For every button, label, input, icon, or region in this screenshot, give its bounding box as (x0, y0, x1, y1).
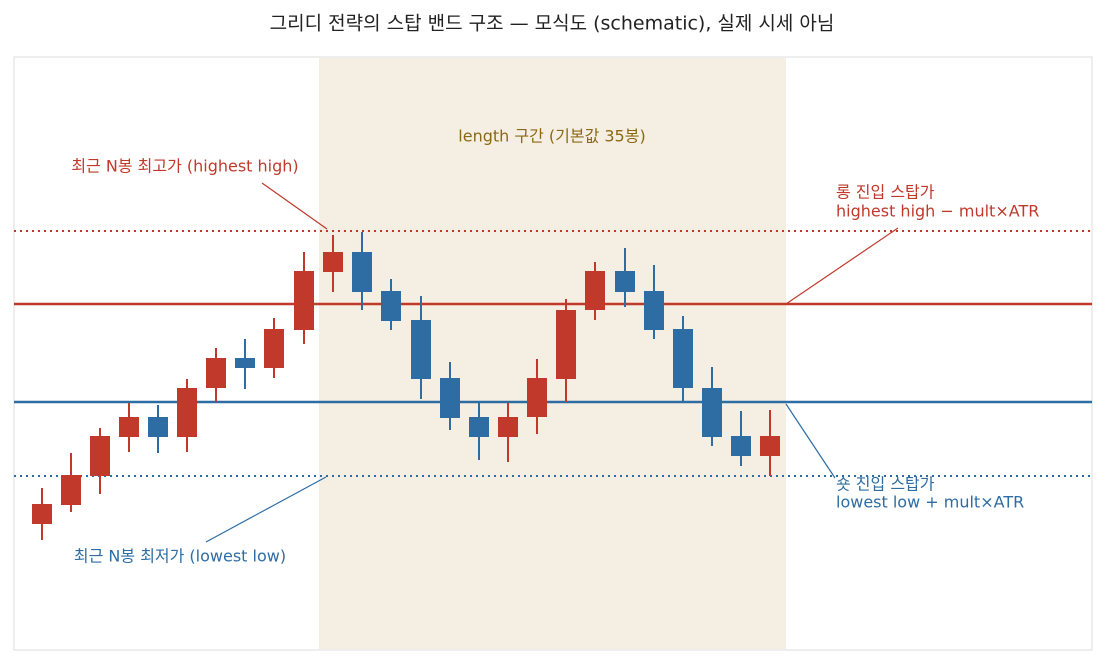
connector (785, 403, 836, 479)
candles (32, 232, 780, 540)
title: 그리디 전략의 스탑 밴드 구조 — 모식도 (schematic), 실제 시… (270, 13, 835, 35)
annotation: highest high − mult×ATR (836, 202, 1039, 221)
annotation: lowest low + mult×ATR (836, 493, 1024, 512)
connector (261, 182, 328, 230)
band-label: length 구간 (기본값 35봉) (458, 127, 645, 146)
connector (205, 476, 327, 543)
annotation: 최근 N봉 최저가 (lowest low) (74, 547, 286, 566)
length-band (319, 58, 786, 649)
annotation: 숏 진입 스탑가 (836, 475, 935, 494)
connector (785, 227, 899, 305)
annotation: 최근 N봉 최고가 (highest high) (71, 157, 298, 176)
annotation: 롱 진입 스탑가 (836, 183, 935, 202)
